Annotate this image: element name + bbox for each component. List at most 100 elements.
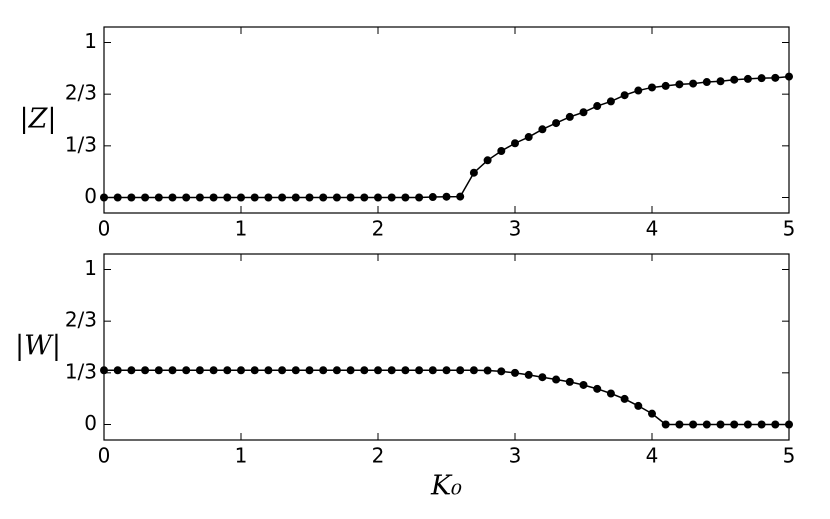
data-point (456, 192, 465, 201)
data-point (209, 193, 218, 202)
data-point (401, 193, 410, 202)
axes-frame (103, 253, 790, 441)
data-point (552, 119, 561, 128)
data-point (661, 81, 670, 90)
y-tick-label: 0 (84, 411, 97, 435)
y-axis-label: |W| (15, 331, 61, 362)
data-point (374, 366, 382, 375)
data-point (538, 373, 547, 382)
data-point (250, 193, 259, 202)
data-point (702, 420, 711, 429)
data-point (223, 193, 232, 202)
x-tick-label: 5 (783, 444, 796, 468)
data-point (469, 168, 478, 177)
data-point (428, 193, 437, 202)
data-point (593, 384, 602, 393)
x-tick-label: 1 (235, 444, 248, 468)
data-point (483, 156, 492, 165)
data-point (716, 420, 725, 429)
data-point (634, 401, 643, 410)
x-tick-label: 4 (646, 444, 659, 468)
data-point (237, 193, 245, 202)
data-point (524, 133, 533, 142)
data-point (415, 193, 424, 202)
data-point (154, 366, 163, 375)
y-tick-label: 1 (84, 256, 97, 280)
data-point (360, 366, 369, 375)
data-point (113, 193, 122, 202)
y-tick-label: 1 (84, 29, 97, 53)
data-point (634, 86, 643, 95)
data-point (743, 74, 752, 83)
data-point (497, 147, 506, 155)
data-point (442, 366, 451, 375)
x-tick-label: 2 (372, 444, 385, 468)
data-point (675, 80, 684, 89)
data-point (278, 366, 287, 375)
axes-frame (103, 26, 790, 214)
data-point (620, 91, 629, 100)
data-point (346, 193, 355, 202)
data-point (428, 366, 437, 375)
data-point (387, 366, 396, 375)
data-point (264, 366, 273, 375)
y-tick-label: 2/3 (65, 308, 97, 332)
data-point (332, 193, 341, 202)
data-point (511, 139, 519, 148)
x-tick-label: 1 (235, 217, 248, 241)
x-tick-label: 5 (783, 217, 796, 241)
data-point (250, 366, 259, 375)
x-tick-label: 3 (509, 217, 522, 241)
data-point (743, 420, 752, 429)
data-point (730, 75, 739, 84)
data-point (291, 366, 300, 375)
series-line (104, 75, 790, 199)
data-point (538, 125, 547, 134)
data-point (579, 108, 588, 117)
x-axis-label: K₀ (430, 471, 462, 502)
data-point (168, 366, 177, 375)
data-point (675, 420, 684, 429)
data-point (757, 74, 766, 83)
data-point (565, 112, 574, 121)
data-point (565, 377, 574, 386)
data-point (497, 367, 506, 376)
data-point (606, 97, 615, 106)
data-point (141, 193, 150, 202)
data-point (552, 375, 561, 384)
data-point (771, 73, 780, 82)
data-point (620, 394, 629, 403)
data-point (702, 78, 711, 87)
data-point (606, 389, 615, 398)
data-point (182, 193, 191, 202)
data-point (469, 366, 478, 375)
data-point (442, 192, 451, 201)
data-point (360, 193, 369, 202)
data-point (141, 366, 150, 375)
data-point (456, 366, 465, 375)
y-tick-label: 1/3 (65, 359, 97, 383)
data-point (278, 193, 287, 202)
data-point (223, 366, 232, 375)
data-point (716, 77, 725, 86)
data-point (689, 79, 698, 88)
data-point (319, 193, 328, 202)
data-point (195, 193, 204, 202)
series-line (104, 369, 789, 426)
y-axis-label: |Z| (20, 104, 57, 135)
data-point (264, 193, 273, 202)
y-tick-label: 0 (84, 184, 97, 208)
data-point (524, 370, 533, 379)
data-point (401, 366, 410, 375)
data-point (483, 366, 492, 375)
data-point (374, 193, 382, 202)
data-point (319, 366, 328, 375)
data-point (771, 420, 780, 429)
data-point (648, 409, 656, 418)
data-point (579, 380, 588, 389)
data-point (154, 193, 163, 202)
data-point (689, 420, 698, 429)
data-point (332, 366, 341, 375)
y-tick-label: 1/3 (65, 132, 97, 156)
